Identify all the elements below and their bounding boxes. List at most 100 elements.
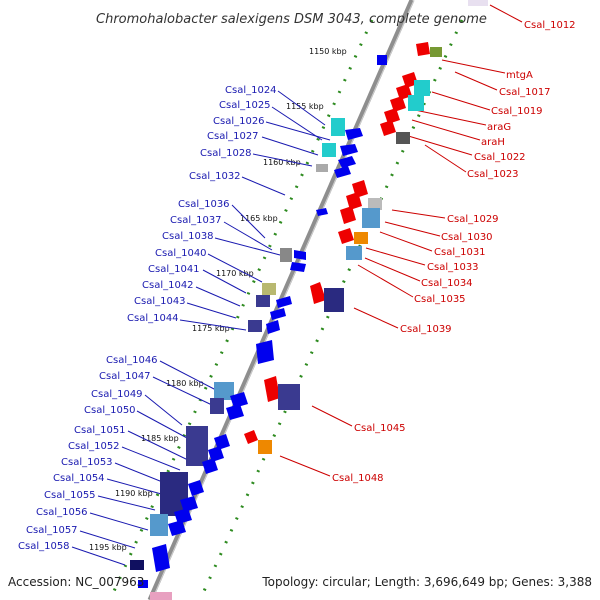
gene-label: Csal_1048 [332,473,384,484]
gene-block [278,384,300,410]
gene-arrow [416,42,430,56]
topology-label: Topology: circular; Length: 3,696,649 bp… [261,575,592,589]
gene-block [150,514,168,536]
gene-block [150,592,172,600]
gene-label: araH [481,137,505,148]
leader-line [179,319,247,331]
leader-line [186,302,237,319]
gene-arrow [316,208,328,216]
gene-label: Csal_1022 [474,152,526,163]
right-leader-lines [279,4,523,477]
gene-block [468,0,488,6]
gene-arrow [380,120,396,136]
gene-arrow [256,340,274,364]
gene-arrow [244,430,258,444]
gene-arrow [340,206,356,224]
gene-block [280,248,292,262]
gene-label: Csal_1058 [18,541,70,552]
gene-block [377,55,387,65]
gene-label: Csal_1050 [84,405,136,416]
gene-label: Csal_1041 [148,264,200,275]
right-gene-features [150,0,488,600]
leader-line [279,455,331,477]
leader-line [424,144,467,173]
leader-line [357,264,414,298]
gene-arrow [338,228,354,244]
leader-line [144,394,183,426]
gene-label: Csal_1052 [68,441,120,452]
gene-arrow [346,192,362,210]
tick-label: 1160 kbp [263,158,301,167]
gene-block [414,80,430,96]
gene-arrow [208,446,224,462]
gene-label: Csal_1024 [225,85,277,96]
gene-block [210,398,224,414]
gene-block [316,164,328,172]
gene-block [258,440,272,454]
gene-arrow [270,308,286,320]
gene-label: Csal_1036 [178,199,230,210]
leader-line [71,546,126,566]
leader-line [489,4,523,23]
gene-label: Csal_1032 [189,171,241,182]
gene-arrow [384,108,400,124]
gene-arrow [294,250,306,260]
leader-line [79,530,136,549]
leader-line [379,231,433,252]
leader-line [97,495,156,511]
leader-line [121,446,181,471]
gene-label: araG [487,122,511,133]
gene-label: Csal_1053 [61,457,113,468]
gene-arrow [338,156,356,168]
gene-arrow [345,128,363,140]
gene-label: Csal_1037 [170,215,222,226]
gene-label: Csal_1040 [155,248,207,259]
gene-label: Csal_1026 [213,116,265,127]
gene-block [130,560,144,570]
gene-block [354,232,368,244]
leader-line [231,204,266,239]
gene-block [362,208,380,228]
tick-label: 1180 kbp [166,379,204,388]
gene-block [408,95,424,111]
gene-arrow [340,144,358,156]
leader-line [404,134,473,156]
leader-line [195,286,241,307]
leader-line [454,71,498,91]
gene-label: Csal_1047 [99,371,151,382]
leader-line [391,209,446,219]
gene-block [138,580,148,588]
leader-line [384,221,441,237]
tick-label: 1195 kbp [89,543,127,552]
gene-label: Csal_1012 [524,20,576,31]
gene-block [346,246,362,260]
tick-label: 1190 kbp [115,489,153,498]
gene-label: Csal_1054 [53,473,105,484]
leader-line [202,269,247,294]
gene-label: Csal_1030 [441,232,493,243]
gene-arrow [214,434,230,450]
leader-line [431,91,491,111]
gene-label: Csal_1044 [127,313,179,324]
gene-block [186,426,208,466]
gene-label: Csal_1028 [200,148,252,159]
gene-label: Csal_1051 [74,425,126,436]
gene-block [214,382,234,400]
gene-arrow [188,480,204,496]
tick-label: 1150 kbp [309,47,347,56]
leader-line [261,136,319,156]
tick-label: 1170 kbp [216,269,254,278]
gene-block [430,47,442,57]
gene-label: Csal_1031 [434,247,486,258]
leader-line [106,478,166,496]
gene-label: Csal_1042 [142,280,194,291]
tick-label: 1185 kbp [141,434,179,443]
leader-line [311,405,353,427]
gene-label: Csal_1027 [207,131,259,142]
gene-arrow [310,282,326,304]
gene-label: Csal_1043 [134,296,186,307]
gene-block [256,295,270,307]
left-gene-labels: Csal_1024 Csal_1025 Csal_1026 Csal_1027 … [18,85,277,552]
leader-line [207,253,263,283]
